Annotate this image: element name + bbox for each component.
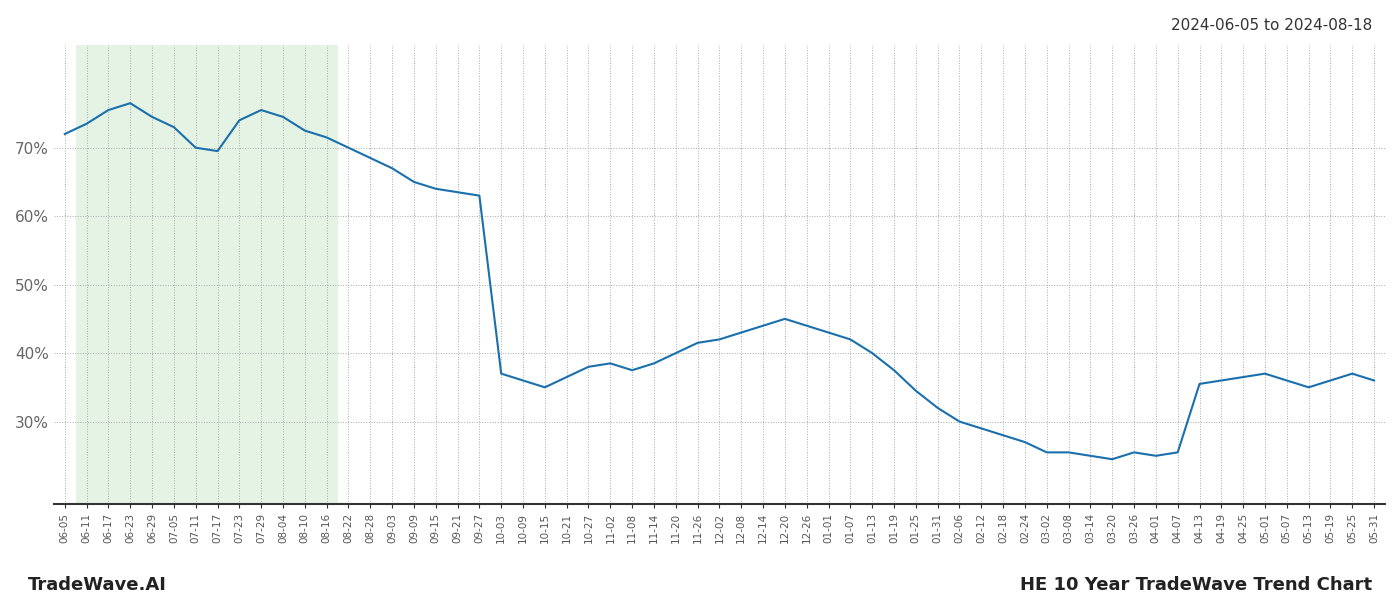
Text: TradeWave.AI: TradeWave.AI — [28, 576, 167, 594]
Bar — [76, 45, 337, 504]
Text: HE 10 Year TradeWave Trend Chart: HE 10 Year TradeWave Trend Chart — [1019, 576, 1372, 594]
Text: 2024-06-05 to 2024-08-18: 2024-06-05 to 2024-08-18 — [1170, 18, 1372, 33]
